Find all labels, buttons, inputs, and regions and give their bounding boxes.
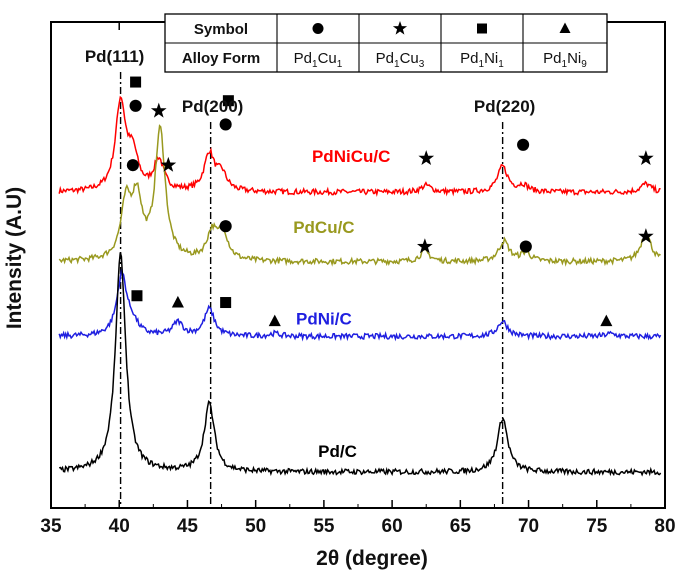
- series-label: PdCu/C: [293, 218, 354, 237]
- circle-marker: [129, 99, 142, 112]
- series-layer: [58, 95, 662, 477]
- series-line: [58, 95, 661, 197]
- x-tick-label: 65: [450, 516, 472, 537]
- label-layer: Pd(111) Pd(200) Pd(220) PdNiCu/C PdCu/C PdNi/…: [85, 47, 536, 461]
- plot-frame: [50, 21, 666, 509]
- x-axis-title: 2θ (degree): [316, 547, 428, 570]
- series-line: [58, 124, 661, 267]
- square-marker: [220, 297, 232, 309]
- series-line: [58, 268, 662, 342]
- reference-line-label: Pd(200): [182, 97, 243, 116]
- x-tick-label: 45: [177, 516, 199, 537]
- circle-marker: [219, 118, 232, 131]
- series-label: PdNi/C: [296, 310, 352, 329]
- legend-alloy-form: Pd1Ni1: [460, 50, 504, 70]
- circle-legend-icon: [312, 23, 324, 34]
- reference-line-label: Pd(220): [474, 97, 535, 116]
- x-tick-label: 60: [382, 516, 403, 537]
- series-label: Pd/C: [318, 442, 357, 461]
- x-tick-label: 70: [518, 516, 539, 537]
- reference-line-label: Pd(111): [85, 47, 145, 66]
- y-axis-title: Intensity (A.U): [3, 187, 26, 329]
- x-tick-label: 75: [586, 516, 608, 537]
- circle-marker: [219, 220, 232, 233]
- star-legend-icon: [392, 21, 408, 35]
- legend-alloy-form: Pd1Cu3: [376, 50, 425, 70]
- triangle-marker: [600, 314, 613, 327]
- legend-alloy-form: Pd1Ni9: [543, 50, 587, 70]
- square-marker: [222, 95, 234, 107]
- square-marker: [131, 290, 143, 302]
- circle-marker: [519, 240, 532, 253]
- star-marker: [417, 238, 433, 254]
- square-legend-icon: [477, 23, 487, 34]
- star-marker: [638, 228, 654, 244]
- legend-header-alloy-form: Alloy Form: [182, 50, 260, 67]
- star-marker: [418, 150, 435, 165]
- circle-marker: [517, 138, 530, 151]
- reference-lines: [119, 72, 504, 508]
- x-tick-label: 80: [654, 516, 675, 537]
- marker-layer: [126, 76, 654, 327]
- legend-header-symbol: Symbol: [194, 21, 248, 38]
- x-tick-label: 50: [245, 516, 266, 537]
- star-marker: [160, 156, 177, 172]
- triangle-marker: [268, 314, 281, 327]
- x-tick-label: 35: [40, 516, 62, 537]
- series-line: [58, 252, 662, 477]
- series-label: PdNiCu/C: [312, 147, 390, 166]
- star-marker: [150, 102, 167, 118]
- star-marker: [638, 150, 654, 165]
- legend-alloy-form: Pd1Cu1: [294, 50, 343, 70]
- triangle-marker: [171, 295, 184, 308]
- axis-layer: 35 40 45 50 55 60 65 70 75 80: [40, 21, 676, 537]
- circle-marker: [126, 159, 139, 172]
- square-marker: [130, 76, 142, 88]
- x-tick-label: 55: [313, 516, 335, 537]
- legend-table: Symbol Alloy Form Pd1Cu1 Pd1Cu3 Pd1Ni1 Pd1Ni9: [164, 13, 608, 73]
- triangle-legend-icon: [559, 22, 571, 33]
- x-tick-label: 40: [109, 516, 130, 537]
